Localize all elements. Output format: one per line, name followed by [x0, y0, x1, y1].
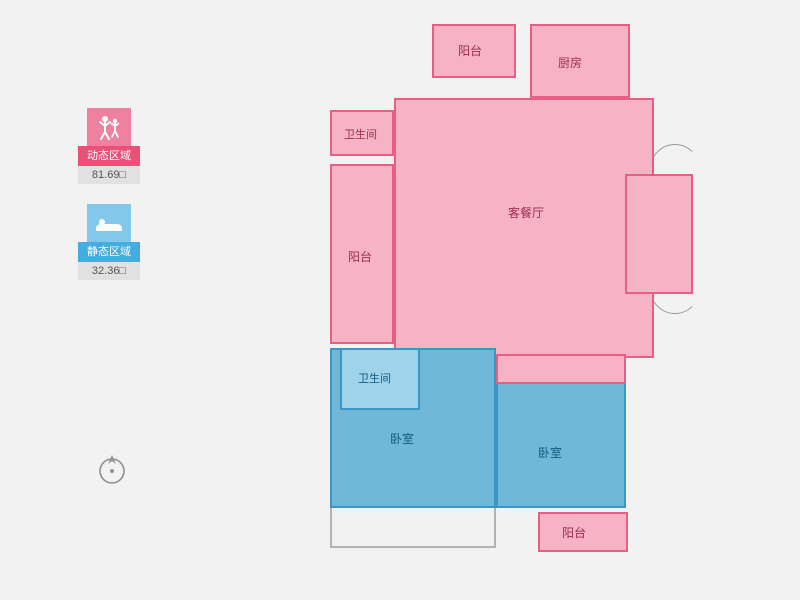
- room-bath2: [340, 348, 420, 410]
- lower-outline: [330, 508, 496, 548]
- legend-static: 静态区域 32.36□: [78, 204, 140, 280]
- people-icon: [87, 108, 131, 146]
- room-balcony-top: [432, 24, 516, 78]
- room-kitchen: [530, 24, 630, 98]
- legend-dynamic-label: 动态区域: [78, 146, 140, 166]
- room-balcony-l: [330, 164, 394, 344]
- compass-icon: [95, 452, 129, 486]
- room-living-ext: [625, 174, 693, 294]
- legend-panel: 动态区域 81.69□ 静态区域 32.36□: [78, 108, 140, 300]
- legend-dynamic-value: 81.69□: [78, 166, 140, 184]
- sleep-icon: [87, 204, 131, 242]
- floorplan: 客餐厅阳台厨房卫生间阳台卫生间卧室卧室阳台: [300, 24, 700, 574]
- legend-static-value: 32.36□: [78, 262, 140, 280]
- room-living: [394, 98, 654, 358]
- legend-static-label: 静态区域: [78, 242, 140, 262]
- join-strip: [648, 176, 658, 292]
- room-bath1: [330, 110, 394, 156]
- room-balcony-br: [538, 512, 628, 552]
- room-pass: [496, 354, 626, 384]
- legend-dynamic: 动态区域 81.69□: [78, 108, 140, 184]
- room-bed2: [496, 378, 626, 508]
